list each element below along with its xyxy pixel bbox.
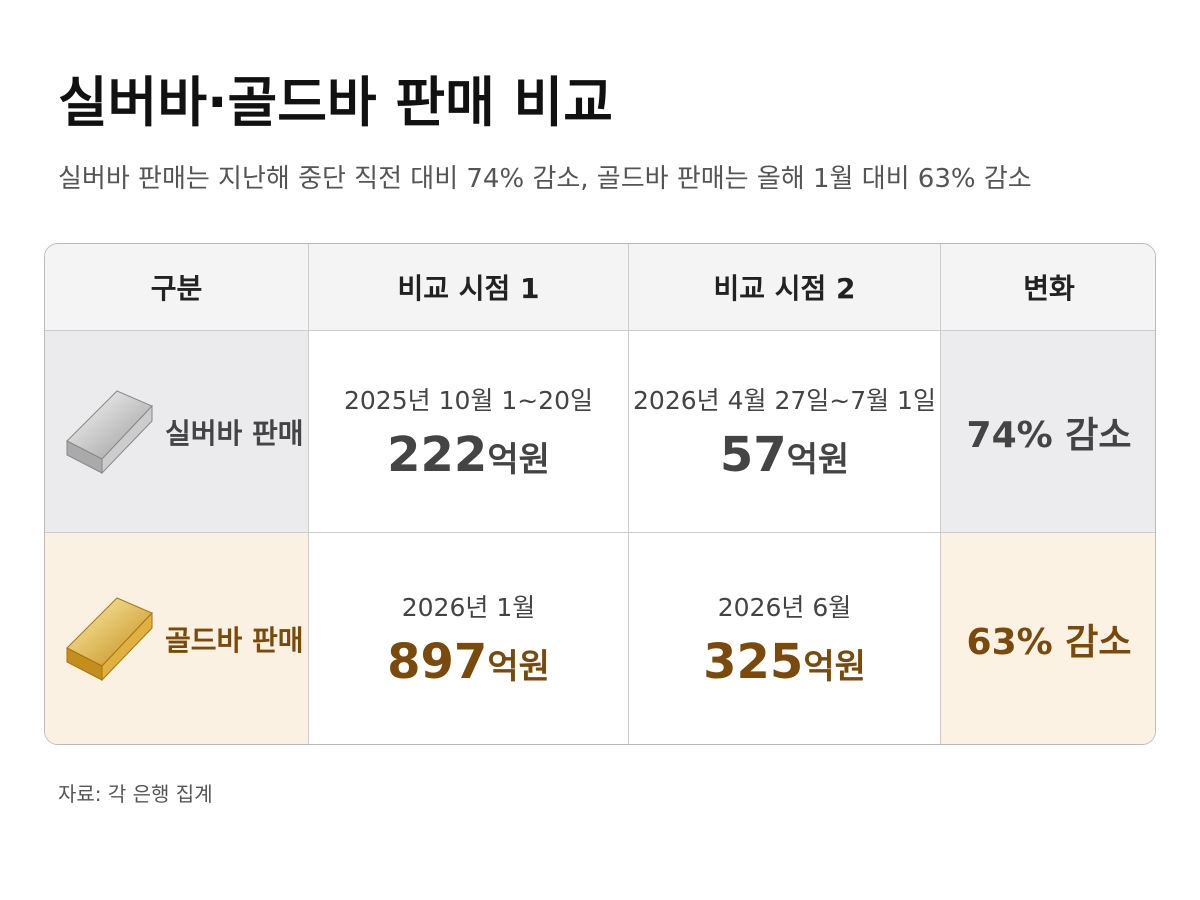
data-cell: 2026년 4월 27일~7월 1일 57억원 — [629, 331, 941, 533]
unit: 억원 — [786, 439, 850, 480]
data-cell: 2026년 6월 325억원 — [629, 533, 941, 744]
gold-bar-icon — [66, 597, 153, 682]
row-label: 실버바 판매 — [165, 416, 304, 450]
unit: 억원 — [487, 439, 550, 480]
subtitle: 실버바 판매는 지난해 중단 직전 대비 74% 감소, 골드바 판매는 올해 … — [58, 164, 1032, 194]
amount: 57 — [719, 426, 787, 483]
change: 63% 감소 — [941, 533, 1155, 744]
amount: 222 — [387, 426, 488, 483]
source: 자료: 각 은행 집계 — [58, 782, 213, 806]
column-header: 구분 — [45, 244, 309, 331]
column-header: 변화 — [941, 244, 1155, 331]
row-label: 골드바 판매 — [165, 623, 304, 657]
table: 구분 비교 시점 1 비교 시점 2 변화 실버바 판매 2025년 10월 1… — [44, 243, 1156, 745]
period: 2026년 1월 — [401, 592, 536, 622]
row-label-cell: 골드바 판매 — [45, 533, 309, 744]
column-header: 비교 시점 2 — [629, 244, 941, 331]
data-cell: 2025년 10월 1~20일 222억원 — [309, 331, 629, 533]
change: 74% 감소 — [941, 331, 1155, 533]
data-cell: 2026년 1월 897억원 — [309, 533, 629, 744]
period: 2026년 6월 — [717, 592, 852, 622]
amount: 897 — [387, 633, 488, 690]
amount: 325 — [703, 633, 804, 690]
column-header: 비교 시점 1 — [309, 244, 629, 331]
unit: 억원 — [487, 646, 550, 687]
silver-bar-icon — [66, 390, 153, 475]
period: 2025년 10월 1~20일 — [344, 385, 593, 415]
title: 실버바·골드바 판매 비교 — [58, 71, 613, 134]
period: 2026년 4월 27일~7월 1일 — [633, 385, 936, 415]
row-label-cell: 실버바 판매 — [45, 331, 309, 533]
unit: 억원 — [803, 646, 866, 687]
